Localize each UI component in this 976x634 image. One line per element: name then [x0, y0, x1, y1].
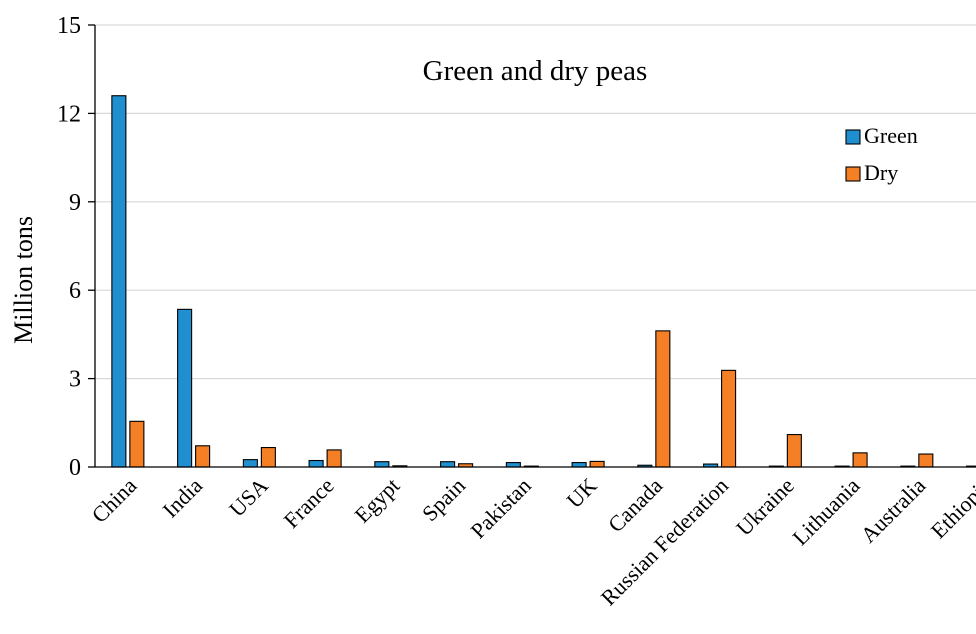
chart-title: Green and dry peas	[423, 55, 648, 87]
bar-green-uk	[572, 463, 586, 467]
bar-green-egypt	[375, 462, 389, 467]
bars	[112, 96, 976, 467]
bar-dry-france	[327, 450, 341, 467]
bar-dry-india	[196, 446, 210, 467]
x-tick-label: USA	[224, 473, 273, 522]
bar-dry-usa	[261, 448, 275, 467]
y-tick-label: 0	[69, 455, 81, 481]
bar-dry-russian-federation	[722, 370, 736, 467]
legend-swatch-dry	[846, 167, 860, 181]
x-tick-label: Canada	[603, 473, 667, 537]
x-tick-label: Egypt	[350, 473, 405, 528]
legend-label-green: Green	[864, 123, 918, 148]
bar-green-china	[112, 96, 126, 467]
y-tick-label: 3	[69, 367, 81, 393]
bar-dry-uk	[590, 461, 604, 467]
bar-dry-canada	[656, 331, 670, 467]
legend-label-dry: Dry	[864, 160, 898, 185]
x-tick-label: China	[87, 473, 142, 528]
bar-green-pakistan	[506, 463, 520, 467]
y-tick-label: 9	[69, 190, 81, 216]
y-tick-label: 15	[57, 13, 81, 39]
x-tick-label: India	[158, 473, 208, 523]
bar-green-spain	[441, 462, 455, 467]
y-axis-ticks: 0 3 6 9 12 15	[57, 13, 95, 481]
legend: Green Dry	[846, 123, 918, 185]
x-tick-label: Pakistan	[465, 473, 535, 543]
x-tick-label: France	[279, 473, 339, 533]
bar-green-india	[178, 309, 192, 467]
bar-dry-ukraine	[787, 435, 801, 467]
y-axis-title: Million tons	[9, 216, 38, 344]
bar-dry-australia	[919, 454, 933, 467]
y-tick-label: 12	[57, 101, 81, 127]
bar-dry-china	[130, 421, 144, 467]
legend-swatch-green	[846, 130, 860, 144]
x-tick-label: Ethiopia	[926, 473, 976, 544]
y-tick-label: 6	[69, 278, 81, 304]
x-tick-label: UK	[561, 473, 601, 513]
bar-dry-lithuania	[853, 453, 867, 467]
x-tick-label: Lithuania	[787, 473, 864, 550]
x-tick-label: Australia	[856, 473, 931, 548]
x-tick-label: Spain	[417, 473, 470, 526]
bar-green-france	[309, 461, 323, 467]
bar-green-usa	[243, 460, 257, 467]
